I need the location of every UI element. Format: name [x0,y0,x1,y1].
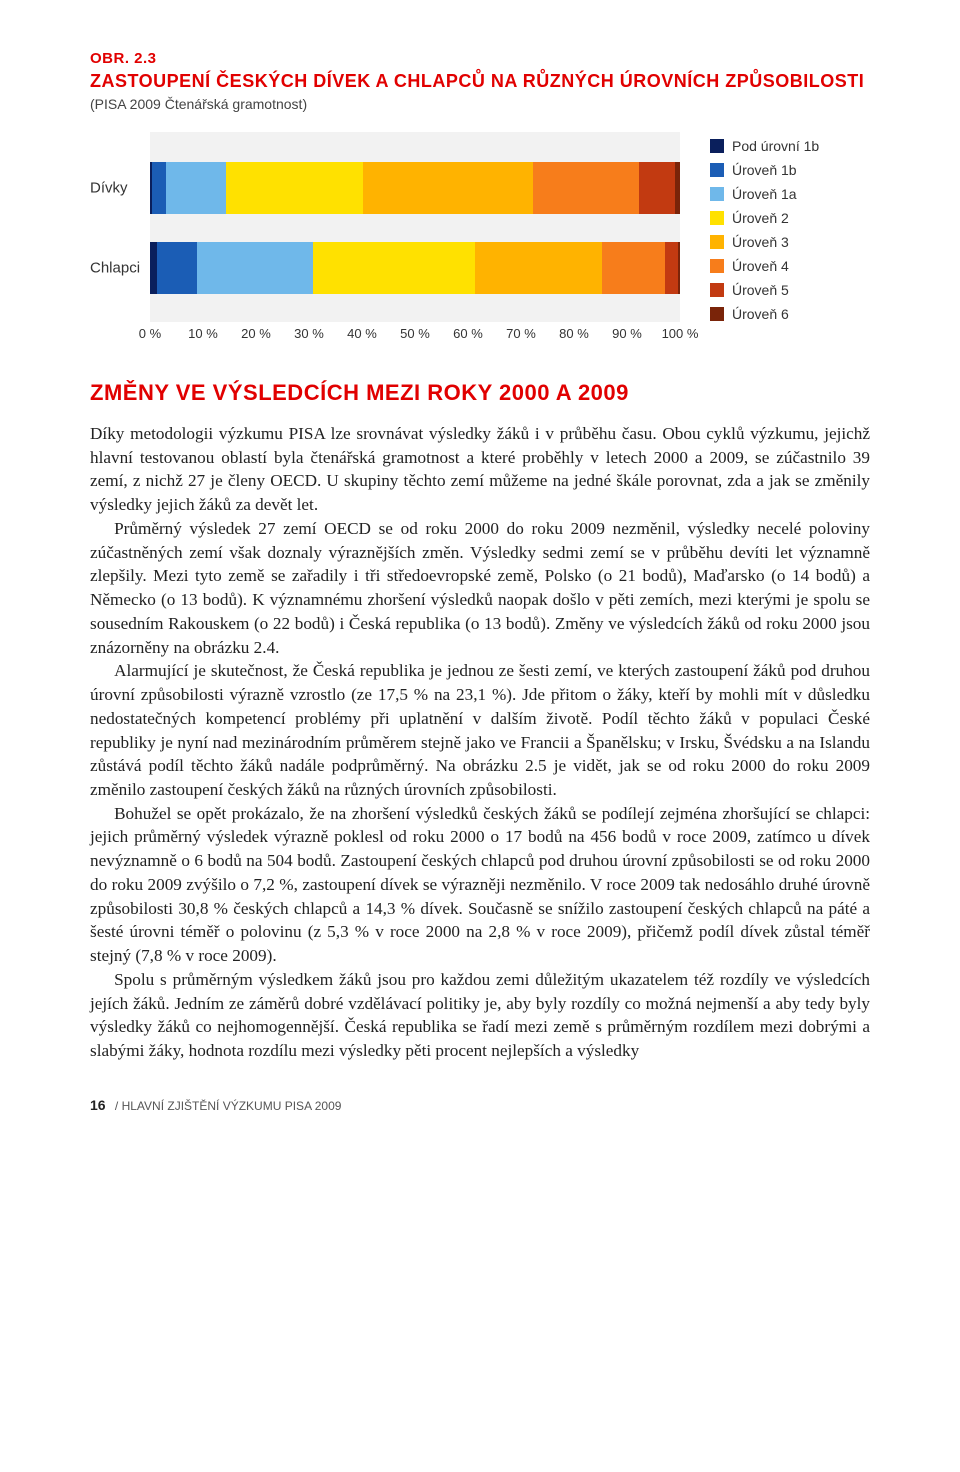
body-text: Díky metodologii výzkumu PISA lze srovná… [90,422,870,1063]
legend-item: Úroveň 3 [710,234,870,250]
legend-swatch [710,235,724,249]
legend-item: Úroveň 1b [710,162,870,178]
legend-swatch [710,187,724,201]
legend: Pod úrovní 1b Úroveň 1b Úroveň 1a Úroveň 2 Ú… [710,132,870,344]
legend-item: Úroveň 2 [710,210,870,226]
bar-segment [678,242,680,294]
legend-item: Úroveň 6 [710,306,870,322]
axis-tick: 30 % [294,326,324,341]
x-axis: 0 %10 %20 %30 %40 %50 %60 %70 %80 %90 %1… [150,322,680,344]
bar-segment [166,162,225,214]
bar-segment [150,242,157,294]
bar-segment [533,162,639,214]
legend-swatch [710,259,724,273]
paragraph: Díky metodologii výzkumu PISA lze srovná… [90,422,870,517]
bar-segment [475,242,602,294]
paragraph: Alarmující je skutečnost, že Česká repub… [90,659,870,801]
legend-swatch [710,139,724,153]
paragraph: Bohužel se opět prokázalo, že na zhoršen… [90,802,870,968]
legend-item: Pod úrovní 1b [710,138,870,154]
category-label: Chlapci [90,260,140,277]
axis-tick: 70 % [506,326,536,341]
bar-segment [313,242,475,294]
legend-item: Úroveň 4 [710,258,870,274]
section-title: ZMĚNY VE VÝSLEDCÍCH MEZI ROKY 2000 A 200… [90,380,870,406]
legend-label: Úroveň 1b [732,162,797,178]
bar-segment [675,162,680,214]
legend-label: Úroveň 5 [732,282,789,298]
bar-segment [152,162,167,214]
axis-tick: 100 % [662,326,699,341]
paragraph: Průměrný výsledek 27 zemí OECD se od rok… [90,517,870,659]
figure-title: ZASTOUPENÍ ČESKÝCH DÍVEK A CHLAPCŮ NA RŮ… [90,71,870,92]
category-label: Dívky [90,180,128,197]
chart-container: Dívky Chlapci 0 % 10 % 20 % 30 % 40 % 50 % 60 %… [90,132,870,344]
bar-segment [197,242,314,294]
bar-segment [639,162,675,214]
axis-tick: 50 % [400,326,430,341]
paragraph: Spolu s průměrným výsledkem žáků jsou pr… [90,968,870,1063]
figure-label: OBR. 2.3 [90,50,870,67]
footer-text: / HLAVNÍ ZJIŠTĚNÍ VÝZKUMU PISA 2009 [115,1099,342,1113]
bar-segment [602,242,665,294]
legend-item: Úroveň 5 [710,282,870,298]
bar-segment [226,162,364,214]
figure-subtitle: (PISA 2009 Čtenářská gramotnost) [90,96,870,112]
axis-tick: 80 % [559,326,589,341]
bar-segment [363,162,532,214]
axis-tick: 10 % [188,326,218,341]
bar-segment [157,242,197,294]
legend-label: Úroveň 6 [732,306,789,322]
legend-swatch [710,163,724,177]
legend-swatch [710,283,724,297]
bar-row: Dívky [150,162,680,214]
bar-segment [665,242,678,294]
legend-swatch [710,307,724,321]
bar-row: Chlapci [150,242,680,294]
axis-tick: 40 % [347,326,377,341]
legend-swatch [710,211,724,225]
axis-tick: 90 % [612,326,642,341]
axis-tick: 60 % [453,326,483,341]
legend-label: Úroveň 1a [732,186,797,202]
legend-item: Úroveň 1a [710,186,870,202]
legend-label: Pod úrovní 1b [732,138,819,154]
page-number: 16 [90,1097,106,1113]
legend-label: Úroveň 4 [732,258,789,274]
legend-label: Úroveň 2 [732,210,789,226]
page-footer: 16 / HLAVNÍ ZJIŠTĚNÍ VÝZKUMU PISA 2009 [90,1097,870,1113]
axis-tick: 0 % [139,326,161,341]
legend-label: Úroveň 3 [732,234,789,250]
stacked-bar-plot: Dívky Chlapci [150,132,680,322]
axis-tick: 20 % [241,326,271,341]
